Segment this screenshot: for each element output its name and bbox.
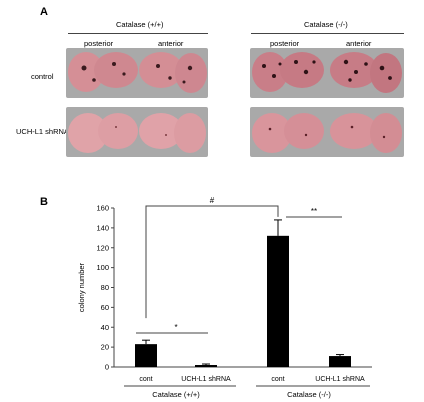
category-label: UCH-L1 shRNA [315, 376, 365, 383]
significance-star: * [174, 323, 177, 332]
group-label: Catalase (-/-) [287, 390, 331, 399]
y-tick-label: 0 [105, 363, 109, 372]
bar [135, 344, 157, 367]
view-label-wt-anterior: anterior [158, 39, 184, 48]
view-label-wt-posterior: posterior [84, 39, 114, 48]
lung-photo-ko-control [250, 48, 404, 98]
view-label-ko-posterior: posterior [270, 39, 300, 48]
y-tick-label: 80 [101, 283, 109, 292]
category-label: cont [139, 376, 152, 383]
panel-b-letter: B [40, 196, 48, 208]
group-line-ko [251, 33, 404, 34]
y-tick-label: 20 [101, 343, 109, 352]
category-label: cont [271, 376, 284, 383]
view-label-ko-anterior: anterior [346, 39, 372, 48]
row-label-shrna: UCH-L1 shRNA [16, 127, 69, 136]
y-tick-label: 140 [96, 223, 109, 232]
bar [329, 356, 351, 367]
category-label: UCH-L1 shRNA [181, 376, 231, 383]
bar [195, 365, 217, 367]
panel-a-letter: A [40, 6, 48, 18]
group-label: Catalase (+/+) [152, 390, 200, 399]
lung-photo-ko-shrna [250, 107, 404, 157]
lung-photo-wt-shrna [66, 107, 208, 157]
y-tick-label: 160 [96, 204, 109, 213]
y-tick-label: 60 [101, 303, 109, 312]
y-tick-label: 120 [96, 243, 109, 252]
y-axis-label: colony number [77, 262, 86, 312]
significance-double-star: ** [311, 207, 317, 216]
group-label-wt: Catalase (+/+) [116, 20, 164, 29]
lung-photo-wt-control [66, 48, 208, 98]
group-line-wt [68, 33, 208, 34]
row-label-control: control [31, 72, 54, 81]
y-tick-label: 100 [96, 263, 109, 272]
y-tick-label: 40 [101, 323, 109, 332]
bar [267, 235, 289, 367]
significance-bracket-hash [145, 205, 279, 319]
significance-hash: # [210, 196, 215, 205]
group-label-ko: Catalase (-/-) [304, 20, 348, 29]
